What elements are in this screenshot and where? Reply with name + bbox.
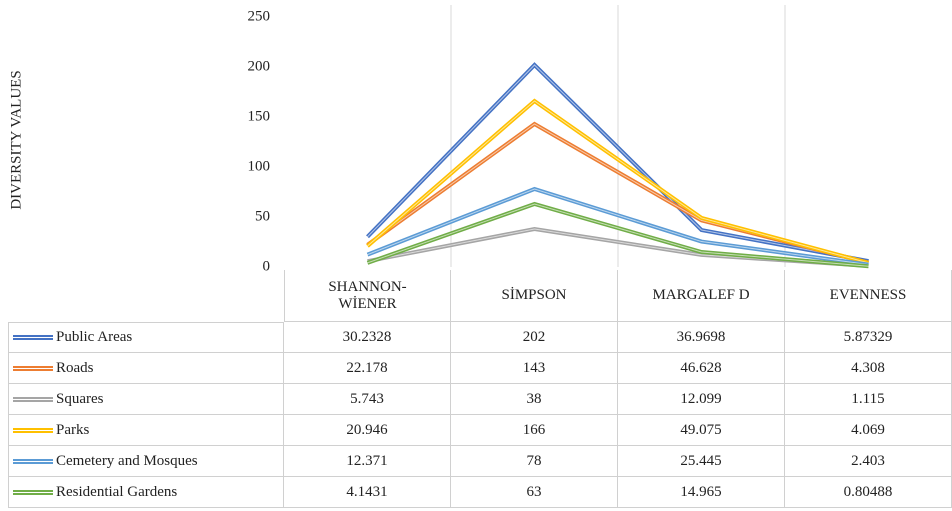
table-value: 12.371 [284,446,451,477]
cell-text: 1.115 [851,390,885,407]
cell-text: SHANNON-WİENER [328,278,407,312]
table-value: 63 [451,477,618,508]
y-tick-label: 0 [263,258,271,274]
y-tick-label: 200 [248,58,271,74]
cell-text: EVENNESS [829,287,907,303]
series-line-highlight [367,64,869,262]
table-value: 78 [451,446,618,477]
cell-text: 4.308 [851,359,885,376]
legend-cell: Cemetery and Mosques [8,446,284,477]
table-value: 14.965 [618,477,785,508]
table-value: 22.178 [284,353,451,384]
series-line-highlight [367,203,869,267]
legend-label: Residential Gardens [56,483,178,500]
table-value: 38 [451,384,618,415]
cell-text: 30.2328 [342,328,392,345]
series-line-highlight [367,100,869,264]
table-value: 1.115 [785,384,952,415]
legend-cell: Residential Gardens [8,477,284,508]
legend-cell: Public Areas [8,322,284,353]
table-value: 166 [451,415,618,446]
cell-text: SİMPSON [501,287,567,303]
cell-text: 49.075 [680,421,722,438]
cell-text: 78 [526,452,542,469]
table-header: MARGALEF D [618,270,785,322]
cell-text: 20.946 [346,421,388,438]
table-value: 5.87329 [785,322,952,353]
cell-text: 63 [526,483,542,500]
legend-label: Roads [56,359,94,376]
cell-text: 22.178 [346,359,388,376]
cell-text: 0.80488 [843,483,893,500]
legend-key [13,396,53,402]
table-value: 0.80488 [785,477,952,508]
cell-text: 38 [526,390,542,407]
legend-cell: Squares [8,384,284,415]
cell-text: 5.743 [350,390,384,407]
series-line-highlight [367,188,869,266]
y-tick-label: 100 [248,158,271,174]
cell-text: MARGALEF D [652,287,750,303]
table-value: 20.946 [284,415,451,446]
legend-key [13,489,53,495]
y-tick-label: 250 [248,8,271,24]
legend-cell: Parks [8,415,284,446]
cell-text: 166 [522,421,546,438]
table-header: SİMPSON [451,270,618,322]
table-value: 143 [451,353,618,384]
cell-text: 5.87329 [843,328,893,345]
cell-text: 143 [522,359,546,376]
cell-text: 12.371 [346,452,388,469]
cell-text: 25.445 [680,452,722,469]
table-value: 30.2328 [284,322,451,353]
table-value: 25.445 [618,446,785,477]
legend-key [13,458,53,464]
cell-text: 2.403 [851,452,885,469]
table-value: 4.308 [785,353,952,384]
cell-text: 4.069 [851,421,885,438]
legend-label: Squares [56,390,104,407]
legend-key [13,427,53,433]
cell-text: 4.1431 [346,483,388,500]
table-value: 49.075 [618,415,785,446]
table-value: 202 [451,322,618,353]
table-value: 12.099 [618,384,785,415]
table-value: 2.403 [785,446,952,477]
y-tick-label: 50 [255,208,270,224]
cell-text: 36.9698 [676,328,726,345]
table-value: 4.069 [785,415,952,446]
legend-cell: Roads [8,353,284,384]
cell-text: 202 [522,328,546,345]
cell-text: 46.628 [680,359,722,376]
legend-label: Cemetery and Mosques [56,452,198,469]
cell-text: 12.099 [680,390,722,407]
legend-label: Parks [56,421,90,438]
legend-label: Public Areas [56,329,133,345]
y-tick-label: 150 [248,108,271,124]
table-header: EVENNESS [785,270,952,322]
legend-key [13,365,53,371]
table-value: 4.1431 [284,477,451,508]
table-value: 5.743 [284,384,451,415]
table-header: SHANNON-WİENER [284,270,451,322]
table-value: 46.628 [618,353,785,384]
cell-text: 14.965 [680,483,722,500]
legend-key [13,335,53,340]
table-value: 36.9698 [618,322,785,353]
y-axis-label: DIVERSITY VALUES [8,70,24,209]
